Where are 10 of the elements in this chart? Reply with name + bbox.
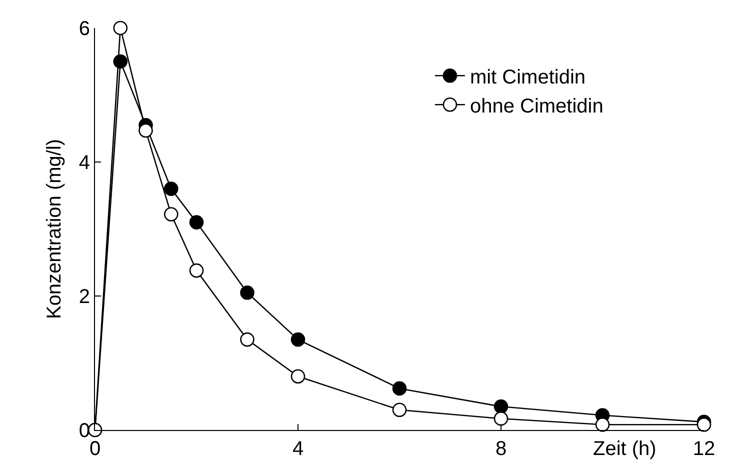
x-tick-label: 4: [292, 438, 304, 460]
y-tick-label: 6: [78, 18, 90, 40]
y-axis-title: Konzentration (mg/l): [43, 138, 66, 320]
y-tick-label: 2: [78, 286, 90, 308]
y-tick-label: 4: [78, 152, 90, 174]
x-tick-label: 12: [692, 438, 716, 460]
legend-label: mit Cimetidin: [470, 66, 586, 88]
legend-label: ohne Cimetidin: [470, 95, 604, 118]
x-axis-title: Zeit (h): [593, 438, 656, 460]
x-tick-label: 8: [495, 438, 507, 460]
